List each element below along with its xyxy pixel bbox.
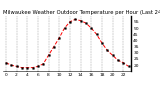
- Text: Milwaukee Weather Outdoor Temperature per Hour (Last 24 Hours): Milwaukee Weather Outdoor Temperature pe…: [3, 10, 160, 15]
